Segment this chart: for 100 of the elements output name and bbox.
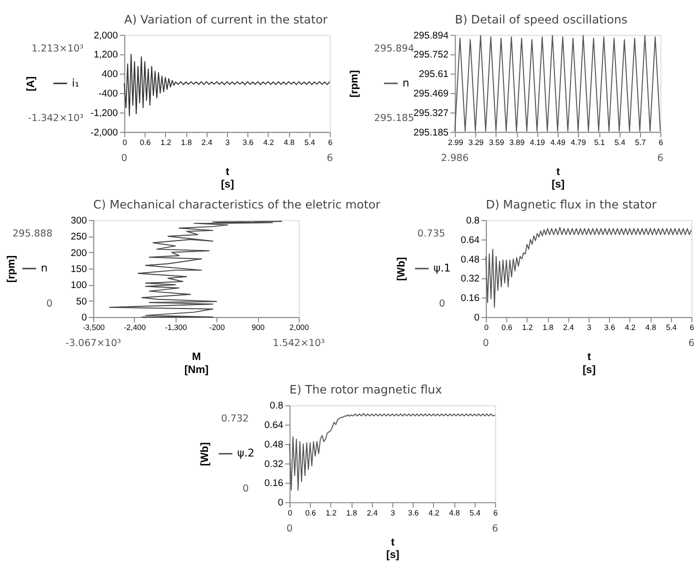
x-tick-label: 4.8 bbox=[284, 138, 295, 147]
x-axis-title: t [s] bbox=[220, 166, 234, 191]
chart-title: A) Variation of current in the stator bbox=[124, 12, 328, 26]
y-axis-title: [rpm] bbox=[348, 70, 360, 98]
x-tick-label: 5.1 bbox=[594, 138, 605, 147]
text: 6 bbox=[657, 152, 664, 164]
y-tick-label: 0.16 bbox=[460, 293, 480, 304]
x-tick-label: 1.8 bbox=[542, 323, 554, 332]
chart-title: D) Magnetic flux in the stator bbox=[486, 197, 657, 212]
x-tick-label: 2.4 bbox=[366, 508, 378, 518]
legend-label: i₁ bbox=[72, 76, 80, 90]
x-tick-label: 5.7 bbox=[635, 138, 646, 147]
x-tick-label: 1.8 bbox=[181, 138, 192, 147]
y-tick-label: 295.185 bbox=[414, 127, 449, 138]
x-tick-label: 3 bbox=[390, 508, 395, 518]
x-tick-label: 4.8 bbox=[645, 323, 656, 332]
y-tick-label: 250 bbox=[70, 232, 88, 243]
x-tick-label: 6 bbox=[690, 323, 694, 332]
y-tick-label: 300 bbox=[70, 215, 88, 226]
x-tick-label: 900 bbox=[252, 323, 265, 332]
x-tick-label: 4.2 bbox=[263, 138, 274, 147]
y-tick-label: 0.8 bbox=[466, 215, 480, 226]
text: 1.542×10³ bbox=[272, 338, 325, 350]
y-tick-label: 0.64 bbox=[264, 420, 284, 432]
x-tick-label: 0 bbox=[288, 508, 292, 518]
y-tick-label: 0 bbox=[82, 312, 88, 324]
y-tick-label: 100 bbox=[70, 280, 88, 292]
x-tick-label: 1.2 bbox=[522, 323, 533, 332]
y-tick-label: 150 bbox=[70, 264, 88, 275]
chart-title: C) Mechanical characteristics of the eletric motor bbox=[93, 197, 381, 212]
x-axis-title: t [s] bbox=[582, 351, 596, 376]
text: 0 bbox=[482, 338, 489, 350]
y-tick-label: 200 bbox=[70, 248, 88, 259]
legend-label: n bbox=[40, 261, 48, 274]
text: -3.067×10³ bbox=[65, 338, 122, 350]
x-tick-label: 3.6 bbox=[408, 508, 419, 518]
y-tick-label: 50 bbox=[76, 296, 88, 308]
y-axis-title: [rpm] bbox=[6, 255, 18, 283]
y-tick-label: 1,200 bbox=[94, 50, 119, 61]
x-tick-label: 2.4 bbox=[563, 323, 575, 332]
legend-label: ψ.2 bbox=[237, 446, 254, 460]
x-tick-label: 2.99 bbox=[448, 138, 464, 147]
line-series bbox=[124, 54, 330, 116]
y-tick-label: -400 bbox=[98, 88, 119, 100]
x-tick-label: 3.29 bbox=[468, 138, 484, 147]
x-tick-label: 4.79 bbox=[570, 138, 586, 147]
y-tick-label: 0.8 bbox=[270, 400, 284, 412]
x-tick-label: 5.4 bbox=[304, 138, 316, 147]
x-tick-label: 3 bbox=[225, 138, 230, 147]
text: 0 bbox=[286, 523, 293, 534]
x-tick-label: 4.49 bbox=[550, 138, 566, 147]
text: 0 bbox=[242, 484, 249, 495]
y-tick-label: -1,200 bbox=[90, 108, 119, 119]
x-tick-label: 3.89 bbox=[509, 138, 525, 147]
y-tick-label: 0.32 bbox=[460, 274, 480, 285]
x-tick-label: -1,300 bbox=[164, 323, 187, 332]
x-tick-label: 0.6 bbox=[140, 138, 151, 147]
x-tick-label: 0.6 bbox=[305, 508, 316, 518]
x-tick-label: 0.6 bbox=[502, 323, 512, 332]
x-tick-label: 0 bbox=[122, 138, 127, 147]
y-tick-label: -2,000 bbox=[90, 127, 119, 138]
x-tick-label: 4.8 bbox=[449, 508, 460, 518]
legend-label: ψ.1 bbox=[434, 261, 451, 274]
y-axis-title: [A] bbox=[25, 76, 38, 92]
y-tick-label: 295.469 bbox=[414, 88, 449, 100]
x-tick-label: -200 bbox=[209, 323, 225, 332]
chart-title: E) The rotor magnetic flux bbox=[290, 382, 442, 397]
text: 0 bbox=[46, 298, 53, 310]
text: 6 bbox=[688, 338, 694, 350]
x-tick-label: 3.59 bbox=[488, 138, 504, 147]
text: 295.888 bbox=[12, 228, 53, 240]
x-tick-label: 4.19 bbox=[530, 138, 545, 147]
line-series bbox=[108, 220, 282, 318]
x-tick-label: 1.2 bbox=[160, 138, 172, 147]
x-tick-label: 6 bbox=[658, 138, 664, 147]
y-tick-label: 0 bbox=[474, 312, 480, 324]
x-tick-label: 1.2 bbox=[326, 508, 337, 518]
x-tick-label: 1.8 bbox=[346, 508, 358, 518]
y-tick-label: 400 bbox=[102, 69, 119, 80]
chart-title: B) Detail of speed oscillations bbox=[454, 12, 628, 26]
y-tick-label: 0.48 bbox=[460, 254, 480, 266]
y-tick-label: 0.48 bbox=[264, 439, 284, 450]
y-tick-label: 295.61 bbox=[418, 69, 449, 80]
text: 0 bbox=[121, 152, 128, 164]
x-tick-label: -2,400 bbox=[124, 323, 146, 332]
text: 6 bbox=[492, 523, 498, 534]
y-axis-title: [Wb] bbox=[199, 442, 212, 466]
y-tick-label: 295.752 bbox=[414, 50, 449, 61]
x-tick-label: 5.4 bbox=[666, 323, 678, 332]
y-tick-label: 2,000 bbox=[94, 30, 119, 42]
y-tick-label: 0.64 bbox=[460, 234, 480, 246]
x-tick-label: 4.2 bbox=[624, 323, 636, 332]
x-axis-title: M [Nm] bbox=[184, 351, 209, 376]
text: 0.735 bbox=[417, 228, 446, 240]
y-tick-label: 0 bbox=[278, 498, 284, 509]
legend-label: n bbox=[402, 76, 410, 90]
line-series bbox=[485, 226, 692, 308]
text: -1.342×10³ bbox=[28, 113, 84, 124]
x-tick-label: 0 bbox=[484, 323, 489, 332]
x-tick-label: 2.4 bbox=[202, 138, 214, 147]
